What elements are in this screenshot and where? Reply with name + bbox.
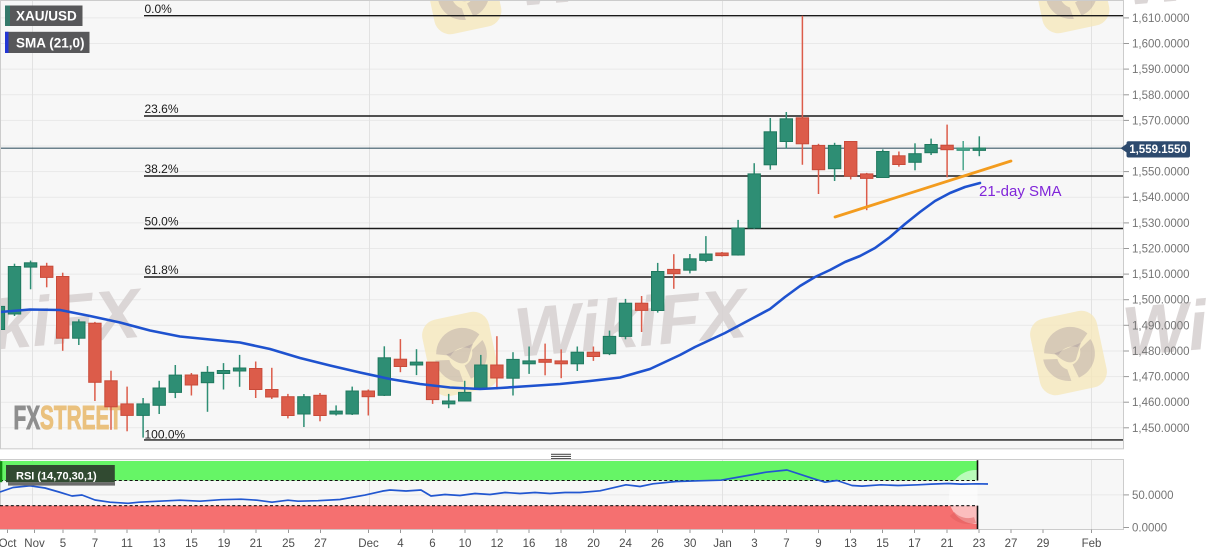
svg-text:15: 15 — [185, 538, 198, 550]
svg-text:21: 21 — [250, 538, 263, 550]
svg-text:1,610.0000: 1,610.0000 — [1132, 13, 1190, 25]
svg-text:1,550.0000: 1,550.0000 — [1132, 167, 1190, 179]
svg-text:38.2%: 38.2% — [145, 162, 179, 176]
svg-text:21: 21 — [941, 538, 954, 550]
svg-text:19: 19 — [218, 538, 231, 550]
svg-text:7: 7 — [92, 538, 98, 550]
svg-text:21-day SMA: 21-day SMA — [979, 183, 1062, 200]
svg-text:1,540.0000: 1,540.0000 — [1132, 192, 1190, 204]
svg-text:61.8%: 61.8% — [145, 263, 179, 277]
svg-text:15: 15 — [876, 538, 889, 550]
svg-text:26: 26 — [651, 538, 664, 550]
svg-text:10: 10 — [459, 538, 472, 550]
svg-text:18: 18 — [555, 538, 568, 550]
svg-text:50.0%: 50.0% — [145, 215, 179, 229]
svg-text:1,490.0000: 1,490.0000 — [1132, 320, 1190, 332]
svg-text:1,510.0000: 1,510.0000 — [1132, 269, 1190, 281]
svg-text:XAU/USD: XAU/USD — [16, 9, 77, 24]
svg-text:30: 30 — [684, 538, 697, 550]
svg-text:23: 23 — [973, 538, 986, 550]
svg-text:Oct: Oct — [0, 538, 17, 550]
svg-text:1,580.0000: 1,580.0000 — [1132, 90, 1190, 102]
svg-text:17: 17 — [908, 538, 921, 550]
svg-text:1,559.1550: 1,559.1550 — [1129, 144, 1187, 156]
svg-text:Jan: Jan — [713, 538, 732, 550]
svg-text:24: 24 — [619, 538, 632, 550]
svg-text:25: 25 — [282, 538, 295, 550]
svg-text:1,500.0000: 1,500.0000 — [1132, 295, 1190, 307]
svg-text:SMA (21,0): SMA (21,0) — [16, 35, 85, 50]
svg-text:50.0000: 50.0000 — [1132, 490, 1174, 502]
svg-text:1,530.0000: 1,530.0000 — [1132, 218, 1190, 230]
svg-text:6: 6 — [429, 538, 435, 550]
svg-text:11: 11 — [121, 538, 133, 550]
svg-text:4: 4 — [397, 538, 404, 550]
svg-text:13: 13 — [153, 538, 166, 550]
svg-text:1,600.0000: 1,600.0000 — [1132, 39, 1190, 51]
svg-text:Feb: Feb — [1082, 538, 1102, 550]
svg-text:1,460.0000: 1,460.0000 — [1132, 397, 1190, 409]
svg-text:1,470.0000: 1,470.0000 — [1132, 372, 1190, 384]
svg-text:27: 27 — [314, 538, 327, 550]
svg-text:13: 13 — [844, 538, 857, 550]
svg-text:20: 20 — [587, 538, 600, 550]
svg-text:0.0%: 0.0% — [145, 2, 173, 16]
svg-text:29: 29 — [1037, 538, 1050, 550]
svg-text:23.6%: 23.6% — [145, 102, 179, 116]
svg-text:1,450.0000: 1,450.0000 — [1132, 423, 1190, 435]
svg-text:5: 5 — [60, 538, 66, 550]
svg-text:1,590.0000: 1,590.0000 — [1132, 64, 1190, 76]
svg-text:Dec: Dec — [358, 538, 379, 550]
svg-text:Nov: Nov — [24, 538, 45, 550]
svg-text:27: 27 — [1005, 538, 1018, 550]
svg-text:9: 9 — [815, 538, 821, 550]
svg-text:0.0000: 0.0000 — [1132, 523, 1167, 535]
svg-text:100.0%: 100.0% — [145, 427, 186, 441]
svg-text:1,570.0000: 1,570.0000 — [1132, 115, 1190, 127]
svg-text:1,520.0000: 1,520.0000 — [1132, 244, 1190, 256]
svg-text:7: 7 — [783, 538, 789, 550]
svg-text:16: 16 — [523, 538, 536, 550]
svg-text:12: 12 — [491, 538, 504, 550]
svg-text:1,480.0000: 1,480.0000 — [1132, 346, 1190, 358]
svg-text:RSI (14,70,30,1): RSI (14,70,30,1) — [16, 471, 97, 483]
svg-text:3: 3 — [751, 538, 757, 550]
